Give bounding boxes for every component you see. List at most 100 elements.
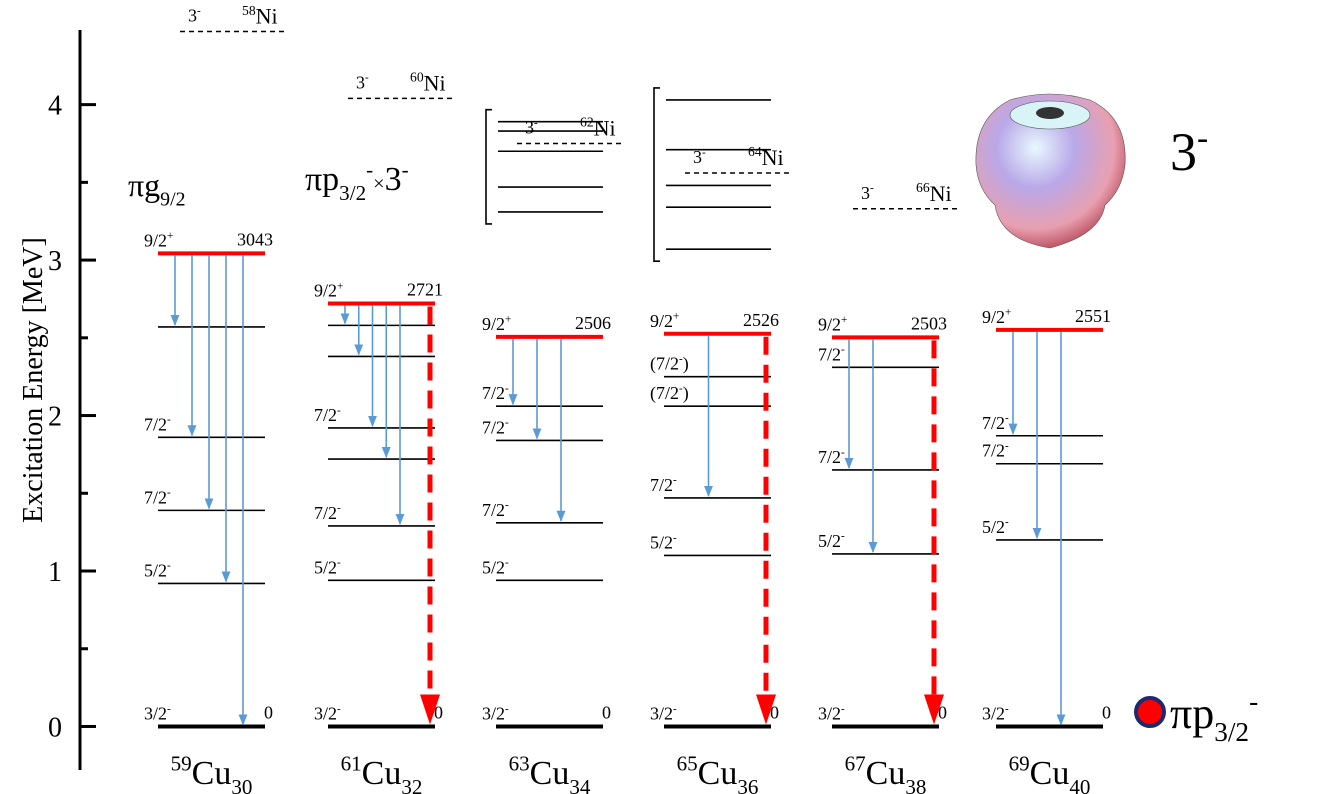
spin-label: 5/2- [314, 557, 341, 577]
nucleus-name: 63Cu34 [509, 751, 591, 794]
spin-label: 7/2- [818, 447, 845, 467]
ni-name-part: 62 [580, 115, 594, 130]
ni-spin-part: - [870, 183, 874, 195]
y-tick-label: 1 [48, 557, 62, 588]
spin-label: (7/2-) [650, 353, 689, 374]
chart: 01234Excitation Energy [MeV]πg9/2πp3/2-×… [0, 0, 1336, 794]
spin-label: 9/2+ [818, 314, 847, 334]
spin-label-part: + [337, 280, 343, 292]
spin-label: 3/2- [818, 703, 845, 723]
multiplet-label-part: - [366, 157, 373, 181]
spin-label-part: 7/2 [650, 475, 673, 495]
nucleus-name-part: 40 [1069, 775, 1090, 794]
spin-label: 5/2- [482, 557, 509, 577]
multiplet-label: πp3/2-×3- [305, 157, 409, 205]
strong-transition [924, 340, 944, 724]
spin-label: 7/2- [650, 475, 677, 495]
energy-label: 0 [602, 702, 611, 722]
spin-label: 9/2+ [982, 307, 1011, 327]
spin-label-part: 7/2 [314, 405, 337, 425]
nucleus-name-part: 59 [171, 751, 192, 775]
y-tick-label: 3 [48, 246, 62, 277]
octupole-label-part: 3 [1170, 122, 1197, 182]
spin-label-part: - [505, 703, 509, 715]
octupole-label: 3- [1170, 119, 1208, 182]
spin-label-part: - [337, 405, 341, 417]
spin-label-part: - [673, 532, 677, 544]
octupole-shape [976, 94, 1125, 248]
spin-label-part: - [337, 703, 341, 715]
nucleus-name-part: 34 [569, 775, 591, 794]
ni-spin-part: 3 [356, 72, 365, 92]
spin-label-part: - [505, 417, 509, 429]
multiplet-label-part: 3/2 [339, 181, 366, 205]
ni-name-part: Ni [256, 4, 278, 29]
spin-label: 3/2- [482, 703, 509, 723]
energy-label: 2526 [743, 310, 779, 330]
spin-label-part: - [505, 557, 509, 569]
nucleus-name-part: Cu [362, 755, 402, 792]
spin-label: 9/2+ [314, 280, 343, 300]
ni-spin-part: 3 [693, 147, 702, 167]
spin-label-part: 9/2 [818, 314, 841, 334]
spin-label: 5/2- [144, 560, 171, 580]
spin-label-part: 7/2 [982, 441, 1005, 461]
ni-spin: 3- [861, 183, 874, 203]
spin-label-part: 5/2 [314, 557, 337, 577]
spin-label-part: 7/2 [482, 383, 505, 403]
legend-label-part: πp [1170, 689, 1214, 738]
nucleus-name: 69Cu40 [1009, 751, 1091, 794]
ni-name-part: 58 [242, 3, 256, 18]
spin-label: 3/2- [650, 703, 677, 723]
energy-label: 0 [264, 702, 273, 722]
ni-name-part: Ni [424, 70, 446, 95]
spin-label-part: - [1005, 413, 1009, 425]
spin-label: 7/2- [314, 503, 341, 523]
spin-label-part: - [841, 531, 845, 543]
octupole-label-part: - [1197, 119, 1208, 156]
ni-name: 64Ni [748, 144, 784, 170]
spin-label-part: - [841, 447, 845, 459]
nucleus-name-part: 61 [341, 751, 362, 775]
spin-label: 9/2+ [650, 311, 679, 331]
spin-label-part: - [1005, 441, 1009, 453]
spin-label-part: 9/2 [650, 311, 673, 331]
spin-label: 7/2- [818, 344, 845, 364]
legend-label-part: - [1249, 686, 1258, 716]
ni-spin: 3- [356, 72, 369, 92]
nucleus-name-part: Cu [866, 755, 906, 792]
spin-label: 7/2- [982, 441, 1009, 461]
ni-spin: 3- [525, 117, 538, 137]
spin-label-part: (7/2 [650, 383, 679, 404]
spin-label-part: 7/2 [144, 414, 167, 434]
energy-label: 3043 [237, 229, 273, 249]
ni-name: 58Ni [242, 3, 278, 29]
spin-label-part: - [167, 414, 171, 426]
spin-label-part: 7/2 [982, 413, 1005, 433]
nucleus-name-part: 36 [737, 775, 758, 794]
pi-g-label: πg9/2 [128, 167, 186, 211]
ni-name-part: 64 [748, 144, 762, 159]
spin-label-part: 7/2 [482, 500, 505, 520]
energy-label: 2551 [1075, 306, 1111, 326]
nucleus-name: 67Cu38 [845, 751, 927, 794]
spin-label-part: 7/2 [482, 417, 505, 437]
nucleus-name-part: 67 [845, 751, 866, 775]
spin-label-part: + [167, 230, 173, 242]
spin-label: 7/2- [144, 487, 171, 507]
spin-label-part: + [505, 314, 511, 326]
spin-label-part: 7/2 [818, 344, 841, 364]
nucleus-name: 65Cu36 [677, 751, 759, 794]
spin-label-part: - [1005, 517, 1009, 529]
nucleus-name-part: 32 [401, 775, 422, 794]
spin-label-part: ) [683, 354, 689, 375]
multiplet-label-part: 3 [385, 161, 402, 198]
spin-label-part: + [673, 311, 679, 323]
strong-transition [756, 337, 776, 725]
ni-spin-part: - [365, 72, 369, 84]
strong-transition [420, 306, 440, 724]
spin-label-part: - [841, 344, 845, 356]
spin-label-part: - [337, 503, 341, 515]
spin-label: 7/2- [314, 405, 341, 425]
nucleus-name-part: 38 [905, 775, 926, 794]
